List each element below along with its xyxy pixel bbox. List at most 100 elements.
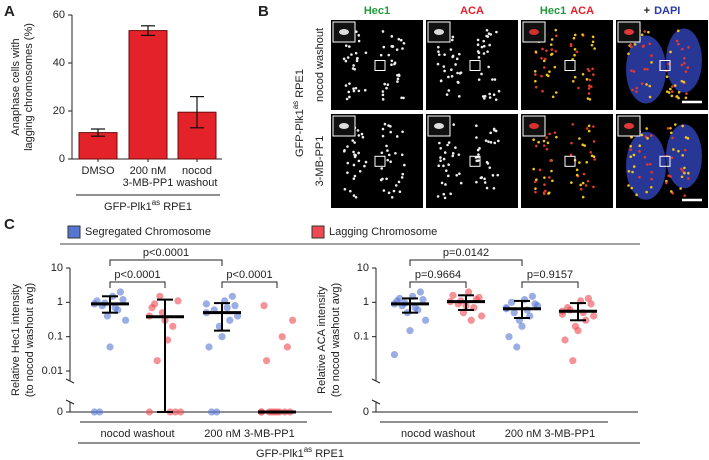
spot	[534, 190, 537, 194]
spot	[344, 84, 348, 87]
spot	[581, 33, 584, 36]
spot	[585, 127, 589, 130]
spot	[343, 187, 347, 191]
data-point	[513, 343, 521, 351]
spot	[342, 150, 346, 153]
spot	[646, 137, 649, 140]
spot	[437, 164, 441, 168]
label-part: GFP-Plk1	[104, 201, 152, 213]
y-tick-label: 10	[357, 262, 369, 274]
data-point	[449, 291, 457, 299]
data-point	[528, 292, 537, 300]
spot	[542, 139, 546, 143]
spot	[546, 141, 550, 145]
spot	[592, 140, 596, 143]
y-tick-label: 0.1	[354, 331, 369, 343]
spot	[380, 151, 384, 155]
y-axis-label: Relative ACA intensity	[316, 286, 328, 394]
spot	[346, 161, 350, 165]
spot	[397, 73, 401, 77]
data-point	[518, 322, 526, 330]
spot	[454, 146, 457, 149]
spot	[643, 155, 647, 159]
data-point	[289, 316, 297, 324]
spot	[686, 137, 690, 140]
spot	[357, 159, 361, 163]
spot	[635, 86, 639, 90]
spot	[647, 30, 650, 34]
roi-box	[469, 60, 481, 71]
spot	[583, 144, 586, 147]
spot	[554, 49, 558, 53]
spot	[573, 75, 577, 79]
spot	[587, 129, 591, 133]
data-point	[263, 357, 271, 365]
spot	[482, 52, 486, 55]
spot	[353, 141, 356, 144]
spot	[667, 174, 670, 177]
spot	[390, 59, 394, 63]
spot	[357, 89, 361, 93]
spot	[457, 81, 460, 84]
column-header: Hec1	[364, 5, 390, 17]
spot	[492, 93, 496, 97]
x-tick-label: 200 nM	[130, 165, 167, 177]
data-point	[390, 351, 398, 359]
spot	[555, 34, 558, 38]
x-tick-label: 200 nM 3-MB-PP1	[204, 428, 294, 440]
spot	[348, 95, 351, 99]
data-point	[419, 296, 427, 304]
spot	[683, 171, 686, 175]
spot	[631, 170, 634, 174]
spot	[389, 160, 392, 164]
spot	[681, 154, 685, 157]
spot	[573, 53, 576, 57]
spot	[346, 171, 349, 174]
spot	[358, 169, 362, 173]
spot	[396, 80, 399, 83]
spot	[364, 51, 368, 55]
spot	[669, 126, 672, 130]
spot	[592, 73, 595, 76]
spot	[402, 96, 405, 100]
inset-spot	[434, 29, 444, 35]
spot	[590, 154, 594, 158]
spot	[646, 67, 649, 71]
significance-bracket	[221, 281, 278, 288]
spot	[582, 172, 586, 176]
spot	[543, 57, 547, 61]
spot	[402, 41, 406, 45]
spot	[356, 129, 360, 132]
x-tick-label: washout	[176, 177, 218, 189]
spot	[496, 173, 500, 177]
column-header: ACA	[460, 5, 484, 17]
spot	[482, 39, 486, 43]
summary-bar	[391, 297, 429, 314]
data-point	[119, 296, 127, 304]
spot	[389, 130, 392, 134]
data-point	[260, 302, 268, 310]
inset-spot	[624, 123, 634, 129]
spot	[550, 53, 553, 56]
spot	[345, 97, 349, 101]
roi-box	[374, 60, 386, 71]
spot	[497, 89, 501, 93]
spot	[488, 96, 492, 99]
spot	[542, 144, 546, 147]
spot	[494, 129, 498, 133]
data-point	[151, 300, 159, 308]
spot	[457, 153, 461, 156]
row-label: nocod washout	[314, 28, 326, 102]
y-tick-label: 0	[363, 406, 369, 418]
spot	[680, 63, 684, 67]
spot	[390, 45, 394, 48]
spot	[386, 158, 390, 162]
summary-bar	[559, 302, 597, 322]
spot	[553, 65, 557, 69]
spot	[545, 147, 549, 151]
spot	[385, 86, 388, 90]
spot	[487, 65, 490, 69]
spot	[535, 144, 538, 148]
spot	[630, 45, 633, 49]
spot	[573, 33, 577, 37]
